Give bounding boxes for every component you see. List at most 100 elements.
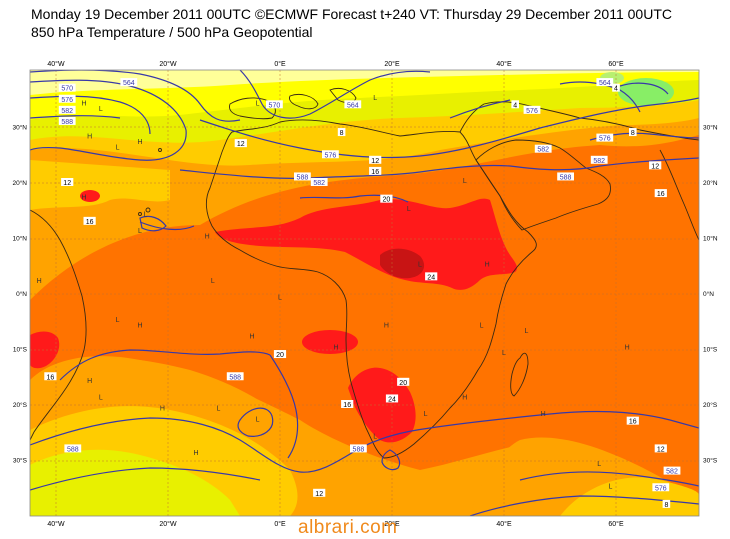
low-pressure-marker: L bbox=[418, 261, 422, 268]
low-pressure-marker: L bbox=[256, 100, 260, 107]
geopotential-label-halo bbox=[322, 150, 339, 159]
temperature-label-halo bbox=[649, 161, 662, 170]
high-pressure-marker: H bbox=[87, 378, 92, 385]
coastlines bbox=[30, 87, 699, 459]
temperature-label: 16 bbox=[657, 191, 665, 198]
high-pressure-marker: H bbox=[205, 234, 210, 241]
geopotential-contours bbox=[30, 70, 699, 516]
high-pressure-marker: H bbox=[81, 100, 86, 107]
high-pressure-marker: H bbox=[81, 195, 86, 202]
temperature-label-halo bbox=[313, 488, 326, 497]
low-pressure-marker: L bbox=[608, 483, 612, 490]
temperature-label-halo bbox=[369, 166, 382, 175]
geopotential-label-halo bbox=[58, 105, 76, 114]
low-pressure-marker: L bbox=[211, 278, 215, 285]
geopotential-label: 588 bbox=[353, 446, 365, 453]
geopotential-label-halo bbox=[120, 78, 138, 87]
latitude-label: 30°N bbox=[703, 124, 718, 132]
latitude-label: 10°N bbox=[703, 235, 718, 243]
longitude-label: 40°E bbox=[496, 60, 512, 68]
low-pressure-marker: L bbox=[424, 411, 428, 418]
temperature-label-halo bbox=[234, 139, 247, 148]
low-pressure-marker: L bbox=[502, 350, 506, 357]
geopotential-label-halo bbox=[596, 133, 614, 142]
temperature-label: 16 bbox=[47, 374, 55, 381]
temperature-label: 20 bbox=[276, 352, 284, 359]
temperature-label: 16 bbox=[629, 419, 637, 426]
low-pressure-marker: L bbox=[138, 228, 142, 235]
latitude-label: 30°N bbox=[12, 124, 27, 132]
high-pressure-marker: H bbox=[87, 134, 92, 141]
latitude-label: 0°N bbox=[16, 290, 27, 298]
temperature-label: 24 bbox=[388, 396, 396, 403]
longitude-label: 60°E bbox=[608, 60, 624, 68]
high-pressure-marker: H bbox=[37, 278, 42, 285]
geopotential-label: 588 bbox=[229, 374, 241, 381]
longitude-label: 0°E bbox=[274, 60, 286, 68]
temperature-label-halo bbox=[629, 128, 637, 137]
geopotential-label: 576 bbox=[655, 485, 667, 492]
temperature-label-halo bbox=[511, 100, 519, 109]
geopotential-label-halo bbox=[590, 155, 608, 164]
longitude-label: 40°W bbox=[47, 520, 65, 528]
longitude-label: 60°E bbox=[608, 520, 624, 528]
geopotential-label: 582 bbox=[666, 469, 678, 476]
longitude-labels-bottom: 40°W 20°W 0°E 20°E 40°E 60°E bbox=[47, 520, 624, 528]
low-pressure-marker: L bbox=[278, 295, 282, 302]
frame bbox=[29, 69, 700, 517]
geopotential-label-halo bbox=[266, 100, 283, 109]
geopotential-label-halo bbox=[344, 100, 362, 109]
geopotential-label-halo bbox=[652, 483, 670, 492]
temperature-label: 4 bbox=[513, 102, 517, 109]
geopotential-label: 588 bbox=[297, 174, 309, 181]
geopotential-contour-labels: 564 570 576 582 588 564 570 576 582 588 576 582 576 5… bbox=[58, 78, 681, 492]
temperature-label: 16 bbox=[86, 219, 94, 226]
temperature-label-halo bbox=[397, 377, 410, 386]
high-pressure-marker: H bbox=[333, 345, 338, 352]
high-pressure-marker: H bbox=[249, 333, 254, 340]
geopotential-label-halo bbox=[596, 78, 614, 87]
geopotential-label-halo bbox=[226, 372, 244, 381]
temperature-label-halo bbox=[341, 400, 354, 408]
geopotential-label: 576 bbox=[325, 152, 337, 159]
high-pressure-marker: H bbox=[160, 406, 165, 413]
temperature-label-halo bbox=[337, 128, 346, 137]
geopotential-label: 564 bbox=[599, 80, 611, 87]
geopotential-label: 582 bbox=[61, 108, 73, 115]
temperature-label: 8 bbox=[340, 130, 344, 137]
temperature-label: 24 bbox=[427, 274, 435, 281]
temperature-label: 12 bbox=[315, 491, 323, 498]
geopotential-label: 570 bbox=[61, 86, 73, 93]
temperature-label-halo bbox=[654, 444, 667, 453]
longitude-label: 20°W bbox=[159, 520, 177, 528]
geopotential-label-halo bbox=[58, 94, 76, 103]
low-pressure-marker: L bbox=[256, 417, 260, 424]
temperature-label-halo bbox=[425, 272, 438, 281]
low-pressure-marker: L bbox=[373, 433, 377, 440]
map-title-line1: Monday 19 December 2011 00UTC ©ECMWF For… bbox=[31, 6, 672, 22]
high-pressure-marker: H bbox=[485, 261, 490, 268]
temperature-label-halo bbox=[273, 350, 287, 359]
temperature-label: 8 bbox=[664, 502, 668, 509]
geopotential-label: 576 bbox=[599, 136, 611, 143]
high-pressure-marker: H bbox=[462, 394, 467, 401]
temperature-label: 12 bbox=[63, 180, 71, 187]
geopotential-label: 582 bbox=[537, 147, 549, 154]
low-pressure-marker: L bbox=[463, 178, 467, 185]
temperature-label-halo bbox=[662, 499, 671, 508]
geopotential-label-halo bbox=[534, 144, 552, 153]
graticule bbox=[30, 70, 699, 516]
geopotential-label: 582 bbox=[593, 158, 605, 165]
temperature-label: 4 bbox=[614, 86, 618, 93]
temperature-label: 16 bbox=[343, 402, 351, 409]
geopotential-label-halo bbox=[310, 178, 328, 186]
low-pressure-marker: L bbox=[597, 461, 601, 468]
high-pressure-marker: H bbox=[541, 411, 546, 418]
temperature-label-halo bbox=[44, 372, 57, 381]
geopotential-label-halo bbox=[64, 444, 82, 453]
pressure-centre-markers: H L H L H H L L L L H L L L H L H L L H H L L H L H H H L H L L H H H L L L L bbox=[37, 95, 630, 491]
longitude-labels-top: 40°W 20°W 0°E 20°E 40°E 60°E bbox=[47, 60, 624, 68]
geopotential-label: 588 bbox=[61, 119, 73, 126]
low-pressure-marker: L bbox=[480, 322, 484, 329]
low-pressure-marker: L bbox=[524, 328, 528, 335]
